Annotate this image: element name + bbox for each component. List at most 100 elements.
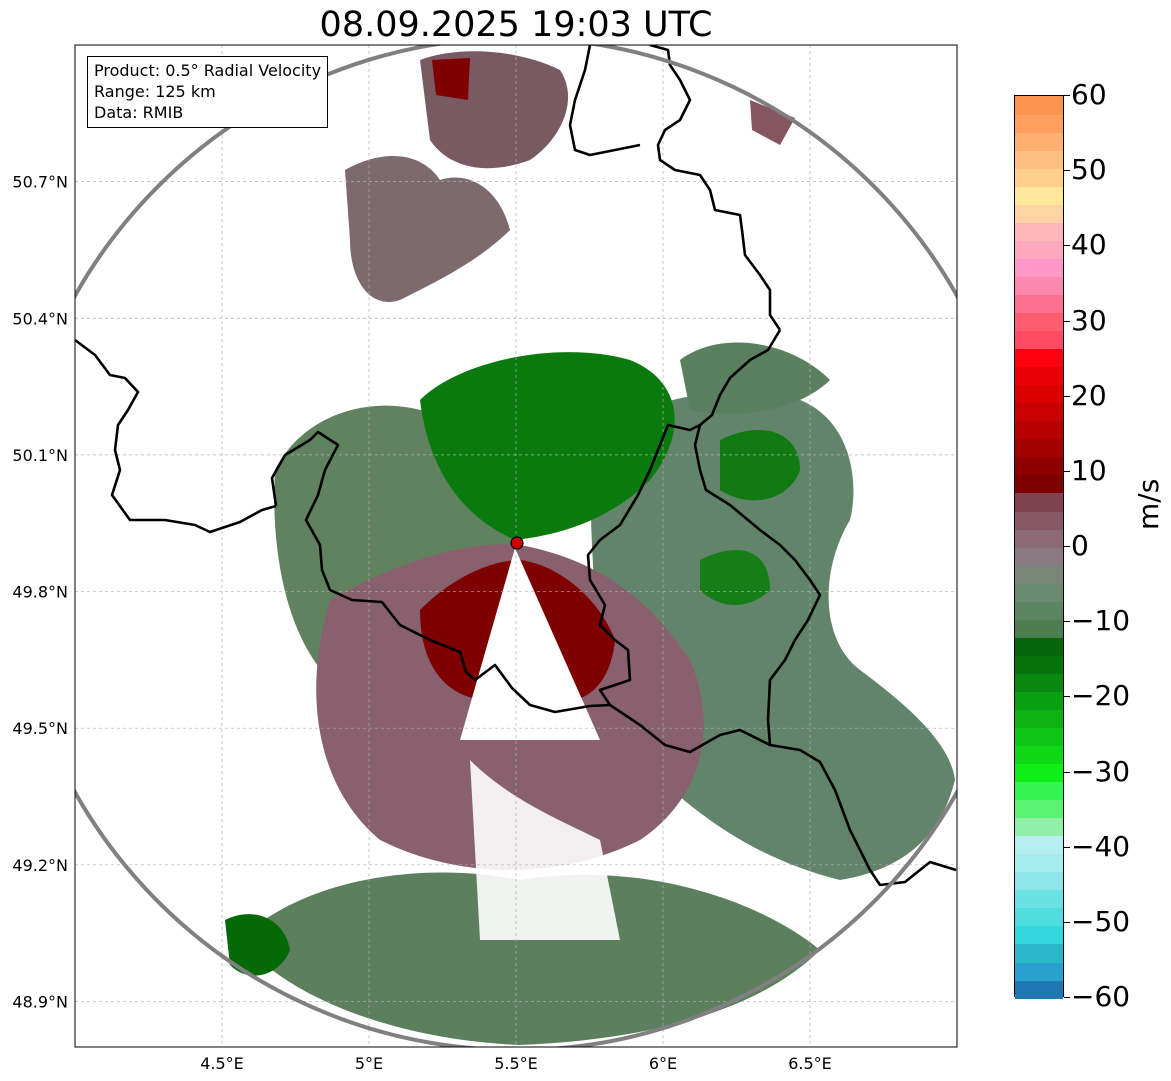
colorbar-tick [1064,997,1070,998]
echo-green-southwest [225,914,290,976]
colorbar-segment [1015,655,1063,674]
lat-tick-label: 49.8°N [12,583,68,602]
colorbar-tick [1064,395,1070,397]
map-axes-frame [74,44,958,1048]
colorbar-segment [1015,709,1063,728]
echo-clear-wedge [460,548,600,740]
border-netherlands-north [568,45,782,331]
echo-green-east-patch [720,430,800,501]
echo-clear-wedge-south [470,760,620,940]
lon-tick-label: 6.5°E [788,1054,832,1073]
velocity-colorbar [1014,95,1064,999]
colorbar-tick-label: 50 [1071,153,1107,187]
colorbar-tick [1064,546,1070,547]
colorbar-tick [1064,170,1070,172]
colorbar-segment [1015,114,1063,133]
colorbar-segment [1015,799,1063,819]
colorbar-tick-label: 20 [1071,378,1107,412]
colorbar-segment [1015,240,1063,259]
colorbar-segment [1015,907,1063,927]
range-label: Range: 125 km [94,82,216,101]
colorbar-tick [1064,245,1070,247]
colorbar-segment [1015,835,1063,855]
colorbar-tick [1064,771,1070,773]
colorbar-segment [1015,943,1063,963]
colorbar-tick [1064,95,1070,96]
echo-north-top-darkred [432,58,470,100]
colorbar-tick-label: 0 [1071,529,1089,562]
echo-northeast-blob [750,100,795,145]
colorbar-segment [1015,925,1063,945]
colorbar-segment [1015,853,1063,873]
border-germany-east [693,424,822,746]
radar-site-marker[interactable] [510,536,524,550]
data-source-label: Data: RMIB [94,103,184,122]
colorbar-segment [1015,132,1063,151]
colorbar-segment [1015,474,1063,494]
lon-tick-label: 4.5°E [200,1054,244,1073]
colorbar-tick [1064,921,1070,923]
country-borders [75,45,957,887]
colorbar-segment [1015,294,1063,314]
colorbar-segment [1015,871,1063,891]
echo-north-band [345,156,510,302]
colorbar-segment [1015,528,1063,548]
velocity-echoes [225,51,955,1045]
lon-tick-label: 5°E [355,1054,383,1073]
colorbar-segment [1015,186,1063,205]
colorbar-segment [1015,637,1063,656]
colorbar-segment [1015,691,1063,710]
colorbar-segment [1015,96,1063,115]
colorbar-tick-label: 10 [1071,453,1107,487]
lon-tick-label: 6°E [649,1054,677,1073]
colorbar-tick-label: −20 [1071,679,1131,713]
colorbar-segment [1015,601,1063,620]
colorbar-segment [1015,673,1063,692]
echo-field-south [240,872,820,1045]
colorbar-segment [1015,492,1063,512]
colorbar-tick-label: 40 [1071,228,1107,262]
map-gridlines [75,45,957,1047]
page-title: 08.09.2025 19:03 UTC [319,5,713,45]
echo-green-core [420,352,675,540]
lon-tick-label: 5.5°E [494,1054,538,1073]
border-belgium-france-west [75,338,277,534]
echo-field-northeast [680,342,830,414]
colorbar-segment [1015,438,1063,458]
colorbar-tick-label: −30 [1071,754,1131,788]
colorbar-segment [1015,330,1063,350]
lat-tick-label: 49.2°N [12,856,68,875]
colorbar-segment [1015,817,1063,837]
colorbar-segment [1015,510,1063,530]
map-tick-labels: 4.5°E 5°E 5.5°E 6°E 6.5°E 50.7°N 50.4°N 50.1°N 4… [12,173,831,1073]
product-label: Product: 0.5° Radial Velocity [94,61,322,80]
colorbar-segment [1015,979,1063,999]
colorbar-segment [1015,312,1063,332]
lat-tick-label: 48.9°N [12,992,68,1011]
colorbar-segment [1015,276,1063,296]
product-info-box: Product: 0.5° Radial Velocity Range: 125… [87,56,329,128]
colorbar-segment [1015,204,1063,223]
colorbar-segment [1015,619,1063,638]
colorbar-segment [1015,366,1063,386]
colorbar-segment [1015,781,1063,801]
colorbar-unit-label: m/s [1132,478,1165,530]
colorbar-segment [1015,168,1063,187]
colorbar-segment [1015,889,1063,909]
lat-tick-label: 50.4°N [12,309,68,328]
lat-tick-label: 49.5°N [12,719,68,738]
colorbar-segment [1015,402,1063,422]
colorbar-tick [1064,320,1070,322]
colorbar-segment [1015,456,1063,476]
colorbar-segment [1015,727,1063,747]
colorbar-segment [1015,222,1063,241]
colorbar-segment [1015,565,1063,584]
colorbar-tick [1064,846,1070,848]
colorbar-tick-label: −60 [1071,980,1131,1013]
colorbar-segment [1015,150,1063,169]
colorbar-segment [1015,745,1063,765]
border-belgium-luxembourg-west [270,329,782,714]
lat-tick-label: 50.1°N [12,446,68,465]
colorbar-tick-label: −10 [1071,604,1131,638]
